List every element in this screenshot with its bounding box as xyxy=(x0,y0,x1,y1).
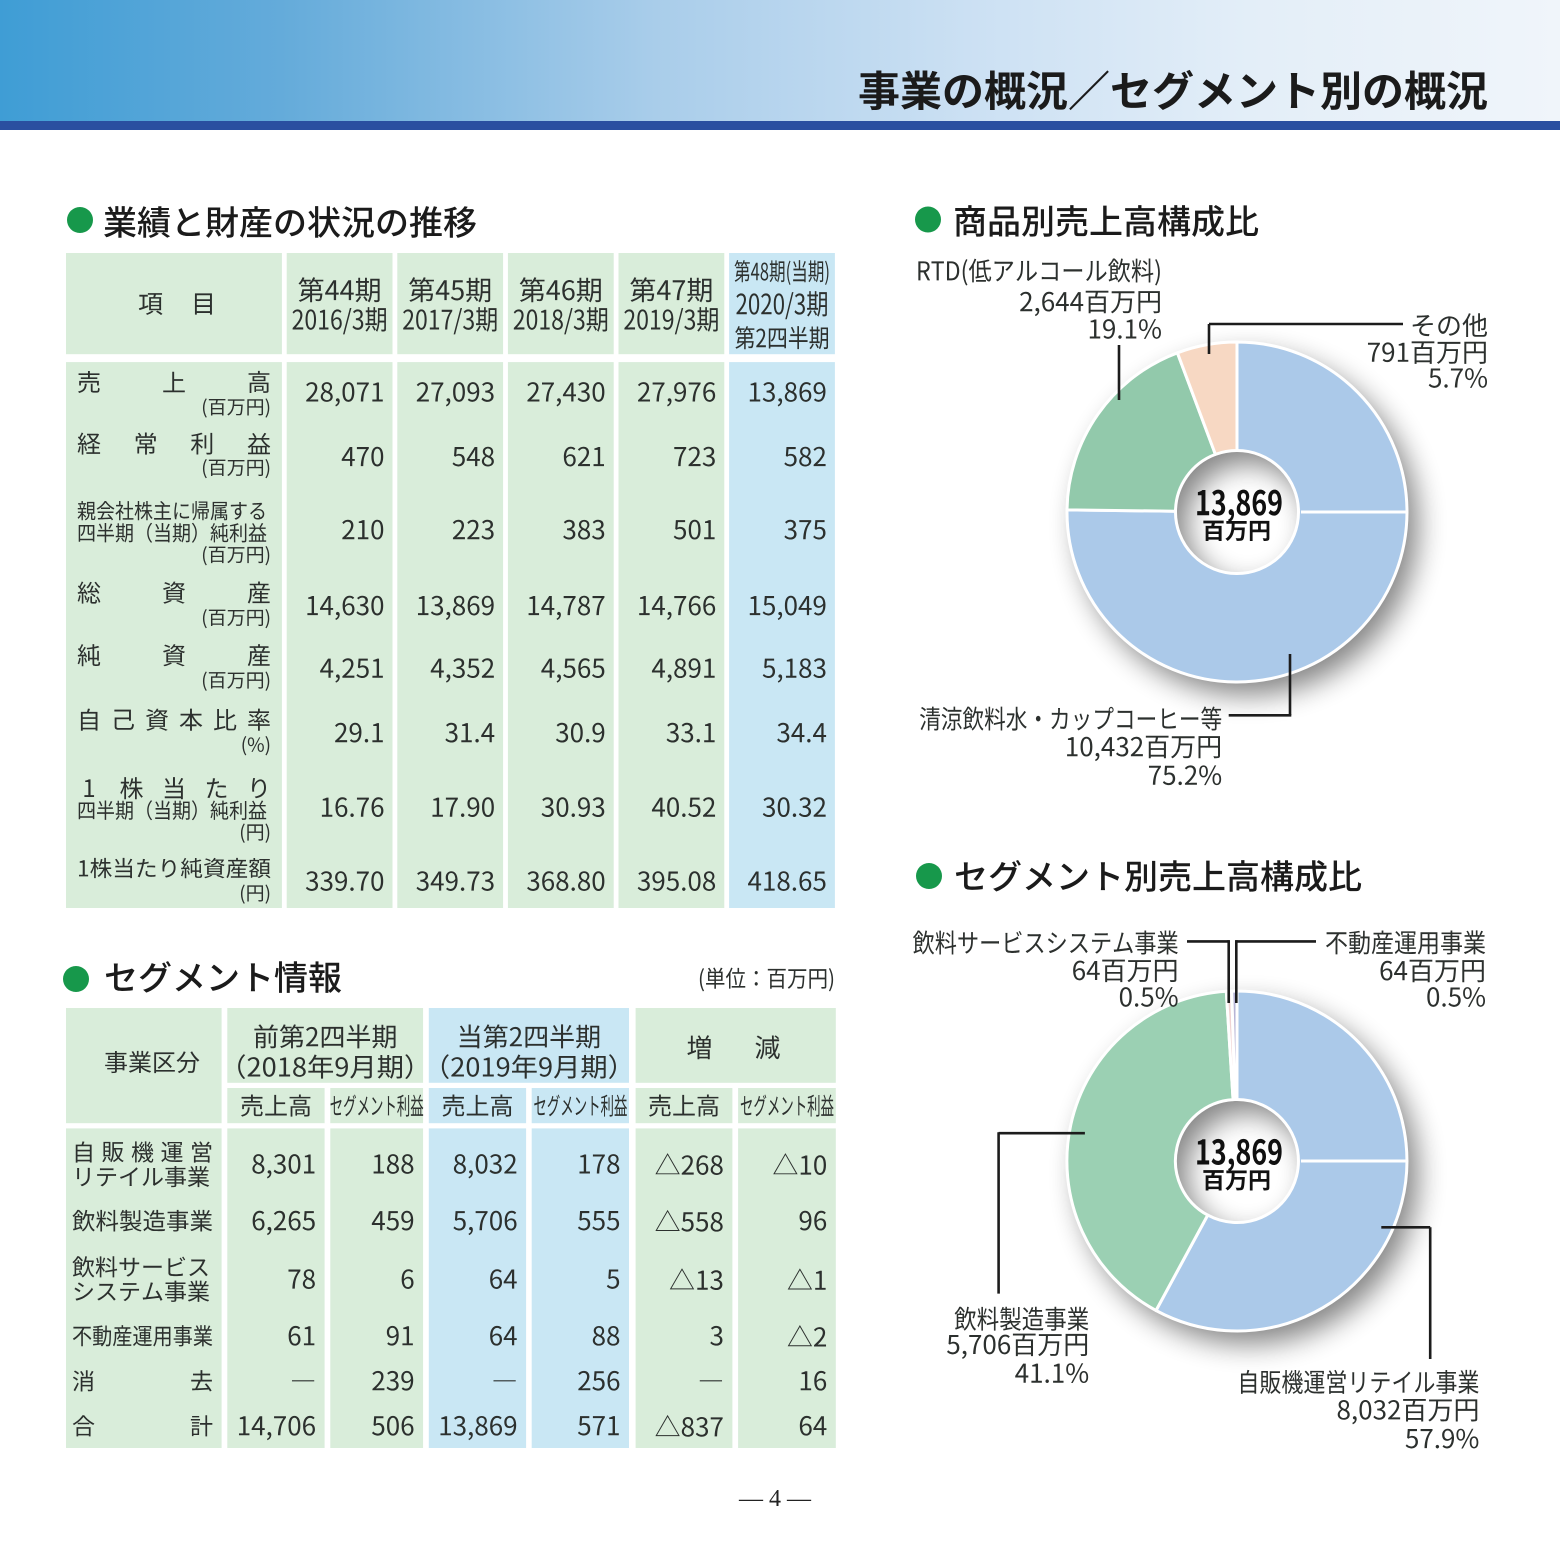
svg-text:— 4 —: — 4 — xyxy=(738,1486,812,1512)
